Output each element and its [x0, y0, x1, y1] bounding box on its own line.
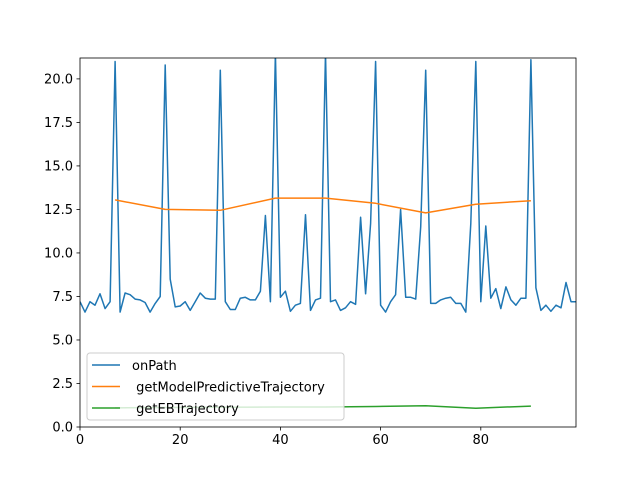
axes: 0 20 40 60 80 0.0 2.5 5.0 7.5 10.0 12.5 15.0 17.5 20.…	[44, 57, 577, 448]
y-tick-label: 2.5	[52, 377, 73, 392]
axes-frame	[79, 57, 577, 428]
legend-label-2: getEBTrajectory	[132, 402, 239, 417]
y-tick-label: 15.0	[44, 159, 73, 174]
y-tick-label: 12.5	[44, 203, 73, 218]
legend-box	[86, 352, 345, 421]
legend-label-1: getModelPredictiveTrajectory	[132, 381, 325, 396]
legend: onPath getModelPredictiveTrajectory getE…	[86, 352, 345, 421]
x-tick-label: 40	[272, 433, 289, 448]
y-tick-label: 7.5	[52, 290, 73, 305]
series-line-0	[80, 58, 576, 313]
y-tick-label: 17.5	[44, 116, 73, 131]
series-line-1	[114, 197, 531, 214]
y-tick-label: 10.0	[44, 246, 73, 261]
y-tick-label: 5.0	[52, 333, 73, 348]
x-tick-label: 20	[172, 433, 189, 448]
y-tick-label: 0.0	[52, 421, 73, 436]
x-tick-label: 0	[76, 433, 84, 448]
x-tick-label: 60	[372, 433, 389, 448]
y-tick-label: 20.0	[44, 72, 73, 87]
legend-label-0: onPath	[132, 359, 177, 374]
x-tick-label: 80	[473, 433, 490, 448]
